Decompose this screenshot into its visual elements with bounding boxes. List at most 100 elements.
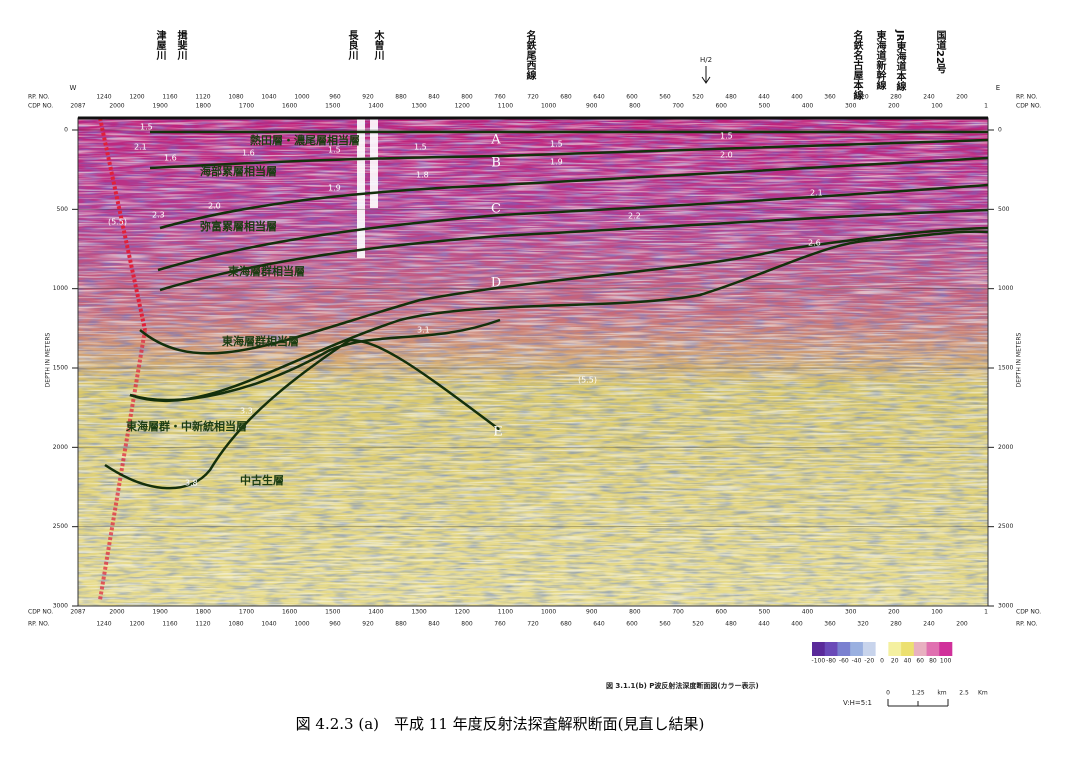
color-swatch	[812, 642, 826, 656]
tick-label: 2000	[998, 444, 1013, 451]
scale-bar	[887, 699, 949, 707]
velocity-labels: 1.5 2.1 1.6 1.6 1.5 1.9 1.5 1.8 1.5 1.9 …	[108, 123, 823, 488]
horizon-letter: E	[493, 425, 503, 440]
cdp-number: 800	[629, 103, 641, 110]
tick-label: 500	[57, 206, 69, 213]
station-numbers: 1240124012001200116011601120112010801080…	[70, 94, 988, 628]
rp-number: 880	[395, 94, 407, 101]
cdp-number: 800	[629, 609, 641, 616]
axis-label: DEPTH IN METERS	[45, 332, 52, 387]
rp-number: 200	[956, 94, 968, 101]
rp-number: 680	[560, 94, 572, 101]
cdp-number: 1300	[411, 609, 426, 616]
rp-number: 520	[692, 621, 704, 628]
landmark: 名鉄名古屋本線	[851, 29, 863, 101]
color-swatch	[862, 642, 876, 656]
rp-number: 520	[692, 94, 704, 101]
rp-number: 280	[890, 621, 902, 628]
cdp-number: 1300	[411, 103, 426, 110]
color-swatch	[901, 642, 915, 656]
rp-number: 360	[824, 94, 836, 101]
rp-number: 1160	[162, 621, 177, 628]
rp-number: 560	[659, 621, 671, 628]
rp-number: 1200	[129, 621, 144, 628]
rp-number: 1040	[261, 621, 276, 628]
rp-number: 920	[362, 94, 374, 101]
velocity: 1.6	[164, 154, 177, 163]
rp-number: 760	[494, 94, 506, 101]
cdp-number: 1800	[196, 609, 211, 616]
row-label: RP. NO.	[1016, 621, 1038, 628]
landmark: 東海道新幹線	[874, 29, 886, 91]
cdp-number: 700	[672, 103, 684, 110]
cdp-number: 200	[888, 609, 900, 616]
tick-label: 1000	[53, 285, 68, 292]
cdp-number: 900	[586, 103, 598, 110]
cdp-number: 300	[845, 609, 857, 616]
color-label: 20	[891, 658, 899, 665]
landmark: 木曽川	[372, 29, 385, 61]
tick-label: 0	[64, 127, 68, 134]
ratio: V:H=5:1	[843, 699, 872, 707]
scale-label: 2.5	[959, 690, 969, 697]
cdp-number: 500	[759, 103, 771, 110]
gap	[357, 118, 365, 258]
rp-number: 320	[857, 621, 869, 628]
arrow	[701, 66, 711, 84]
row-label: RP. NO.	[28, 621, 50, 628]
rp-number: 1240	[96, 621, 111, 628]
landmark: 名鉄尾西線	[524, 29, 536, 81]
row-label: RP. NO.	[1016, 94, 1038, 101]
velocity: 1.5	[720, 132, 733, 141]
rp-number: 440	[758, 621, 770, 628]
layer-names: 熱田層・濃尾層相当層 海部累層相当層 弥富累層相当層 東海層群相当層 東海層群相…	[126, 133, 360, 487]
scale-label: 0	[886, 690, 890, 697]
color-swatch	[875, 642, 889, 656]
cdp-number: 400	[802, 609, 814, 616]
rp-number: 960	[329, 621, 341, 628]
rp-number: 1000	[294, 621, 309, 628]
cdp-number: 1100	[498, 609, 513, 616]
rp-number: 600	[626, 94, 638, 101]
figure-note: 図 3.1.1(b) P波反射法深度断面図(カラー表示)	[606, 681, 759, 690]
velocity: 1.5	[550, 140, 563, 149]
row-label: CDP NO.	[28, 103, 53, 110]
rp-number: 480	[725, 621, 737, 628]
rp-number: 1120	[195, 94, 210, 101]
velocity: 3.8	[185, 479, 198, 488]
rp-number: 720	[527, 621, 539, 628]
rp-number: 360	[824, 621, 836, 628]
velocity: 2.6	[808, 239, 821, 248]
rp-number: 1240	[96, 94, 111, 101]
color-swatch	[939, 642, 953, 656]
rp-number: 840	[428, 94, 440, 101]
row-label: RP. NO.	[28, 94, 50, 101]
color-label: 60	[916, 658, 924, 665]
landmark: 国道22号	[934, 30, 946, 75]
rp-number: 800	[461, 94, 473, 101]
rp-number: 840	[428, 621, 440, 628]
horizon-letter: A	[490, 133, 501, 148]
rp-number: 680	[560, 621, 572, 628]
rp-number: 1160	[162, 94, 177, 101]
rp-number: 1000	[294, 94, 309, 101]
cdp-number: 2000	[109, 103, 124, 110]
cdp-number: 500	[759, 609, 771, 616]
cdp-number: 1600	[282, 103, 297, 110]
rp-number: 1080	[228, 94, 243, 101]
cdp-number: 1000	[541, 609, 556, 616]
landmark: 長良川	[346, 30, 359, 61]
cdp-number: 1200	[455, 103, 470, 110]
layer-name: 東海層群相当層	[222, 334, 299, 348]
layer-name: 弥富累層相当層	[200, 219, 277, 233]
color-bar: -100 -80 -60 -40 -20 0 20 40 60 80 100	[812, 642, 953, 665]
velocity: 2.2	[628, 212, 641, 221]
cdp-number: 2087	[70, 609, 85, 616]
caption: 図 4.2.3 (a) 平成 11 年度反射法探査解釈断面(見直し結果)	[296, 715, 705, 733]
section-noise	[78, 118, 988, 606]
fault	[98, 329, 147, 601]
tick-label: 3000	[53, 603, 68, 610]
rp-number: 960	[329, 94, 341, 101]
cdp-number: 1600	[282, 609, 297, 616]
layer-name: 熱田層・濃尾層相当層	[250, 133, 360, 147]
